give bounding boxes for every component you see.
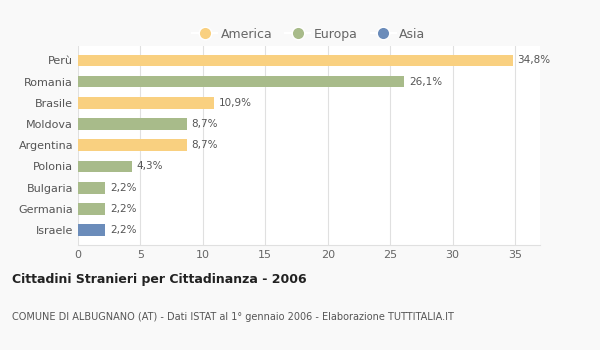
- Text: 34,8%: 34,8%: [518, 55, 551, 65]
- Bar: [78, 76, 404, 88]
- Bar: [78, 182, 106, 194]
- Text: 10,9%: 10,9%: [219, 98, 252, 108]
- Text: 8,7%: 8,7%: [191, 119, 218, 129]
- Text: 2,2%: 2,2%: [110, 183, 137, 193]
- Bar: [78, 118, 187, 130]
- Text: 4,3%: 4,3%: [137, 161, 163, 171]
- Text: 26,1%: 26,1%: [409, 77, 442, 86]
- Bar: [78, 161, 131, 172]
- Bar: [78, 97, 214, 108]
- Text: 8,7%: 8,7%: [191, 140, 218, 150]
- Text: COMUNE DI ALBUGNANO (AT) - Dati ISTAT al 1° gennaio 2006 - Elaborazione TUTTITAL: COMUNE DI ALBUGNANO (AT) - Dati ISTAT al…: [12, 312, 454, 322]
- Bar: [78, 224, 106, 236]
- Text: 2,2%: 2,2%: [110, 225, 137, 235]
- Bar: [78, 55, 512, 66]
- Bar: [78, 139, 187, 151]
- Text: Cittadini Stranieri per Cittadinanza - 2006: Cittadini Stranieri per Cittadinanza - 2…: [12, 273, 307, 286]
- Legend: America, Europa, Asia: America, Europa, Asia: [188, 24, 430, 44]
- Bar: [78, 203, 106, 215]
- Text: 2,2%: 2,2%: [110, 204, 137, 214]
